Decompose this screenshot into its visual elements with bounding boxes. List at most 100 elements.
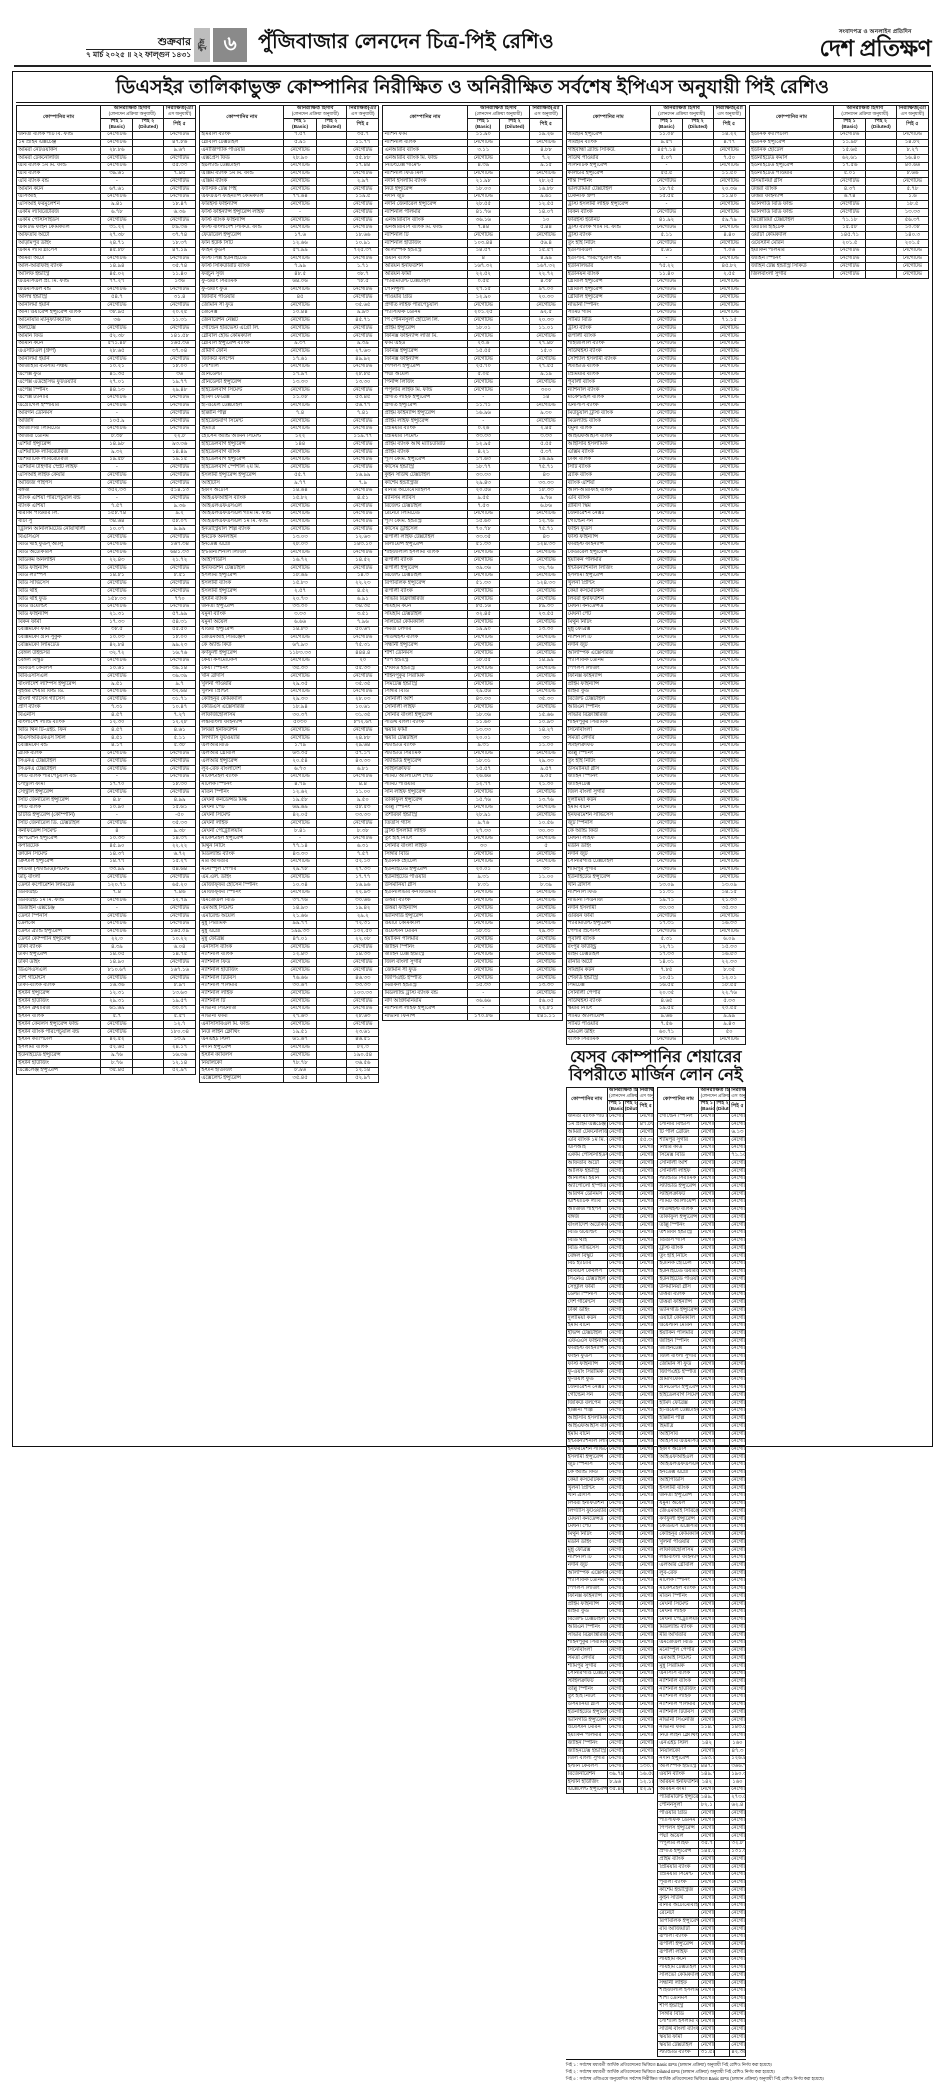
cell-pe-value xyxy=(682,185,714,194)
table-row: রেনেটানেগেটিভনেগেটিভ xyxy=(657,1909,746,1919)
cell-pe-value: নেগেটিভ xyxy=(162,324,197,333)
cell-pe-value: নেগেটিভ xyxy=(346,564,380,573)
cell-pe-value xyxy=(682,463,714,473)
cell-pe-value xyxy=(132,803,164,813)
cell-pe-value xyxy=(132,1020,164,1030)
cell-pe-value: নেগেটিভ xyxy=(466,316,500,326)
table-row: রানার অটোমোবাইলসনেগেটিভনেগেটিভ xyxy=(657,1901,746,1911)
cell-pe-value: নেগেটিভ xyxy=(729,1515,746,1524)
cell-pe-value xyxy=(682,417,714,426)
cell-company-name: এক্সেলেন্ট ইন্স্যুরেন্স xyxy=(199,1074,285,1084)
cell-pe-value: ১৪ xyxy=(529,393,563,403)
cell-pe-value xyxy=(315,703,348,712)
cell-pe-value: নেগেটিভ xyxy=(606,1143,624,1153)
cell-pe-value: ৩৮.৯৫ xyxy=(100,308,134,318)
cell-pe-value: ২.৪৫ xyxy=(529,424,563,434)
cell-pe-value: নেগেটিভ xyxy=(100,1020,134,1030)
cell-pe-value xyxy=(498,154,531,163)
cell-pe-value: ১৩.৯ xyxy=(162,1035,197,1045)
cell-pe-value xyxy=(622,1337,639,1346)
table-row: আফতাব অটো ২৭.৩৮ ৩৭.৭৪ xyxy=(15,231,197,241)
table-row: খুলনা প্রিন্টিংনেগেটিভনেগেটিভ xyxy=(565,1484,655,1493)
table-row: ন্যাশনাল লাইফ ইন্স্যুরেন্স -২২.৮১ xyxy=(382,1004,563,1014)
table-row: প্রাণ ব্যাংক ৭.৩১ ১০.৪৭ xyxy=(15,703,197,712)
cell-pe-value: নেগেটিভ xyxy=(283,726,317,736)
cell-pe-value xyxy=(682,896,714,906)
cell-company-name: আমরা টেকনোলজি xyxy=(15,154,102,163)
cell-company-name: আইএলএফএসএল গার্মি মি. ফান্ড xyxy=(199,509,285,519)
cell-pe-value: ৫.০৫ xyxy=(466,370,500,380)
cell-pe-value: নেগেটিভ xyxy=(729,1894,746,1903)
cell-pe-value: ১৫.৩৩ xyxy=(712,942,746,952)
cell-pe-value xyxy=(315,749,348,759)
cell-pe-value xyxy=(132,834,164,844)
cell-company-name: আমরা নেটওয়ার্কস xyxy=(15,146,102,156)
cell-company-name: মডার্ন ডাইং xyxy=(565,1538,608,1547)
cell-pe-value: নেগেটিভ xyxy=(649,355,684,364)
cell-pe-value: নেগেটিভ xyxy=(346,502,380,511)
cell-company-name: সিটিজ (স্ট্যান্ডার্ড)সিমেন্ট xyxy=(15,865,102,875)
cell-pe-value: ১৬.৫৫ xyxy=(649,981,684,991)
cell-pe-value: নেগেটিভ xyxy=(606,1623,624,1632)
cell-pe-value: ১০.৩৩ xyxy=(100,834,134,844)
cell-pe-value: নেগেটিভ xyxy=(712,324,746,333)
cell-pe-value xyxy=(315,270,348,279)
table-row: স্টাইলক্রাফটনেগেটিভনেগেটিভ xyxy=(565,1677,655,1687)
cell-pe-value: নেগেটিভ xyxy=(729,1553,746,1563)
cell-pe-value: ২১.৬৬ xyxy=(283,912,317,921)
cell-pe-value: নেগেটিভ xyxy=(729,1661,746,1671)
table-row: রিজেন্ট টেক্সটাইলনেগেটিভনেগেটিভ xyxy=(565,1615,655,1625)
cell-pe-value: নেগেটিভ xyxy=(637,1352,655,1362)
cell-pe-value xyxy=(498,494,531,504)
cell-company-name: ইউনাইটেড ইন্স্যুরেন্স xyxy=(15,1051,102,1060)
table-row: গ্লোবাল ইন্স্যুরেন্স নেগেটিভ নেগেটিভ xyxy=(565,293,746,302)
cell-pe-value: নেগেটিভ xyxy=(529,857,563,867)
cell-company-name: এবি ব্যাংক ১ম মি. ফান্ড xyxy=(15,161,102,171)
cell-pe-value: নেগেটিভ xyxy=(649,857,684,867)
cell-pe-value: ৩০.৬৭ xyxy=(283,981,317,991)
cell-pe-value: নেগেটিভ xyxy=(649,811,684,821)
cell-pe-value: ৪.৫১ xyxy=(100,734,134,743)
brand-block: সংবাদপত্র ও অনলাইন প্রতিদিন দেশ প্রতিক্ষ… xyxy=(820,29,932,60)
cell-pe-value: নেগেটিভ xyxy=(637,1344,655,1354)
cell-pe-value: ২০.০১ xyxy=(466,865,500,875)
cell-pe-value: নেগেটিভ xyxy=(606,1677,624,1687)
cell-pe-value: ৫.৬১ xyxy=(649,246,684,256)
cell-company-name: এনার্জিপ্যাক পাওয়ার xyxy=(199,146,285,156)
cell-company-name: আজিজ পাইপস xyxy=(15,478,102,488)
table-row: গোল্ডেন সননেগেটিভনেগেটিভ xyxy=(565,1391,655,1400)
cell-pe-value: ১৮.৫৫ xyxy=(712,981,746,991)
cell-pe-value: নেগেটিভ xyxy=(637,1151,655,1161)
cell-pe-value xyxy=(622,1669,639,1679)
cell-pe-value: নেগেটিভ xyxy=(637,1112,655,1122)
cell-pe-value: নেগেটিভ xyxy=(649,726,684,736)
footnote-1: পিই ১ : সর্বশেষ মধ্যবর্তী আর্থিক প্রতিবে… xyxy=(565,2062,773,2068)
table-row: বিডি অটোকারস নেগেটিভ ৬৪১.৩৩ xyxy=(15,548,197,558)
cell-company-name: ইসলামী ইন্স্যুরেন্স xyxy=(199,571,285,581)
cell-pe-value: নেগেটিভ xyxy=(729,1221,746,1230)
cell-pe-value xyxy=(682,881,714,890)
table-row: ভ্যানগার্ড ইন্স্যুরেন্সনেগেটিভনেগেটিভ xyxy=(657,1306,746,1315)
cell-company-name: ওয়েস্টার্ন মেরিন xyxy=(657,1321,700,1331)
cell-pe-value: নেগেটিভ xyxy=(698,1863,716,1872)
table-row: বৃহত্তর শেয়ার ফিন্ড ডি. নেগেটিভ ৩২.৬৪ xyxy=(15,687,197,697)
cell-company-name: জেএমআই সিরিঞ্জেস xyxy=(199,633,285,643)
cell-pe-value: ১.৬ xyxy=(895,192,930,202)
cell-pe-value xyxy=(132,973,164,983)
cell-pe-value: নেগেটিভ xyxy=(698,1522,716,1532)
cell-company-name: প্রাইম ইন্স্যুরেন্স xyxy=(382,324,468,333)
table-row: এফএএস ফাইন্যান্সনেগেটিভনেগেটিভ xyxy=(565,1337,655,1346)
table-row: কর্ণফুলী ইন্স্যুরেন্স ১১৮৩.৩৩ ৪৪৪.৪ xyxy=(199,649,380,658)
cell-pe-value xyxy=(714,1221,731,1230)
table-row: সিনোবাংলানেগেটিভনেগেটিভ xyxy=(565,1646,655,1656)
cell-pe-value: নেগেটিভ xyxy=(698,1136,716,1145)
cell-pe-value: নেগেটিভ xyxy=(649,316,684,326)
cell-pe-value xyxy=(714,1631,731,1640)
cell-pe-value: নেগেটিভ xyxy=(698,1499,716,1509)
table-row: প্রগতি ইন্স্যুরেন্স ১৪৫.৬ ১৩১.৩ xyxy=(657,1847,746,1857)
cell-pe-value: নেগেটিভ xyxy=(162,564,197,573)
cell-pe-value xyxy=(498,927,531,937)
cell-pe-value xyxy=(498,749,531,759)
cell-company-name: একমি ল্যাবরেটরিজ xyxy=(15,208,102,217)
cell-company-name: ফু-ওয়াং সিরামিক xyxy=(565,1368,608,1377)
